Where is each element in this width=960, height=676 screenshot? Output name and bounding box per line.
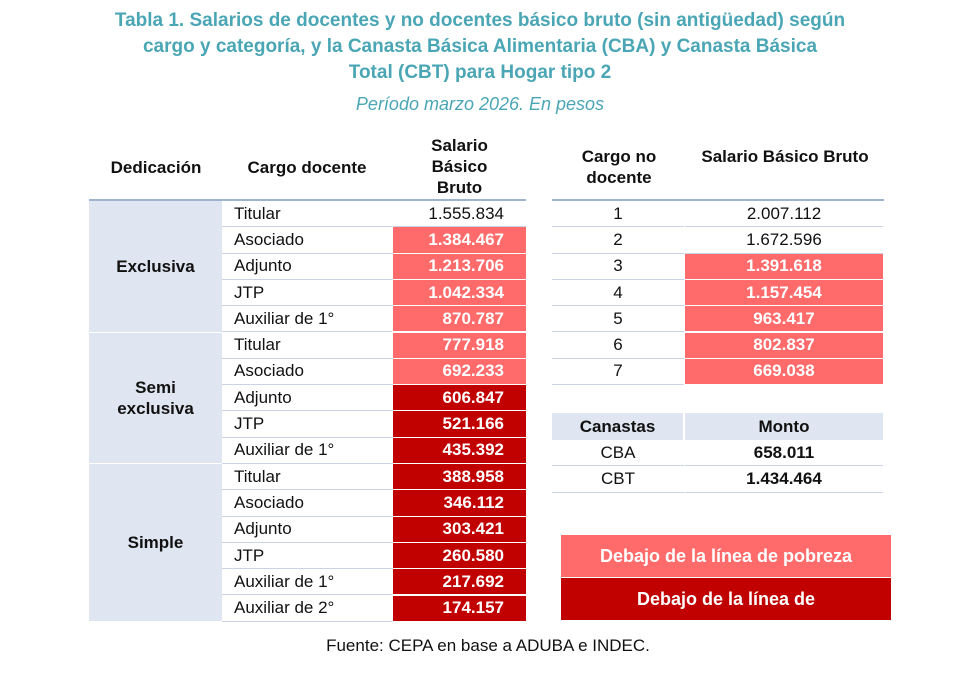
- title-line-1: Tabla 1. Salarios de docentes y no docen…: [114, 10, 846, 31]
- header-cargo-docente: Cargo docente: [247, 158, 367, 177]
- salario-no-docente-cell: 669.038: [685, 358, 883, 386]
- dedicacion-cell: Simple: [89, 464, 222, 622]
- cargo-docente-cell: Titular: [222, 201, 392, 228]
- canasta-monto-cell: 658.011: [685, 440, 883, 467]
- salario-docente-cell: 1.555.834: [393, 201, 526, 228]
- cargo-docente-cell: JTP: [222, 542, 392, 570]
- cargo-docente-cell: Asociado: [222, 227, 392, 254]
- cargo-docente-cell: Adjunto: [222, 253, 392, 280]
- cargo-docente-cell: Auxiliar de 1°: [222, 569, 392, 596]
- salario-docente-cell: 217.692: [393, 569, 526, 596]
- cargo-docente-cell: Auxiliar de 1°: [222, 437, 392, 464]
- cargo-no-docente-cell: 3: [552, 253, 684, 280]
- cargo-no-docente-cell: 5: [552, 306, 684, 333]
- cargo-docente-cell: Auxiliar de 2°: [222, 595, 392, 622]
- salario-docente-cell: 606.847: [393, 385, 526, 412]
- header-monto: Monto: [685, 413, 883, 440]
- header-dedicacion: Dedicación: [110, 158, 202, 177]
- cargo-docente-cell: Adjunto: [222, 516, 392, 543]
- cargo-no-docente-cell: 7: [552, 358, 684, 386]
- salario-no-docente-cell: 2.007.112: [685, 201, 883, 228]
- canasta-label-cell: CBA: [552, 440, 684, 467]
- salario-docente-cell: 521.166: [393, 411, 526, 438]
- cargo-docente-cell: Asociado: [222, 490, 392, 517]
- cargo-docente-cell: JTP: [222, 411, 392, 438]
- period-subtitle: Período marzo 2026. En pesos: [355, 94, 605, 114]
- table-title: Tabla 1. Salarios de docentes y no docen…: [0, 8, 960, 86]
- salario-no-docente-cell: 1.157.454: [685, 279, 883, 307]
- salario-docente-cell: 346.112: [393, 490, 526, 517]
- header-salario-no-docente: Salario Básico Bruto: [701, 147, 869, 166]
- header-canastas: Canastas: [552, 413, 684, 440]
- canasta-monto-cell: 1.434.464: [685, 466, 883, 493]
- dedicacion-cell: Semi exclusiva: [89, 332, 222, 464]
- salario-docente-cell: 303.421: [393, 516, 526, 543]
- cargo-docente-cell: JTP: [222, 279, 392, 307]
- salario-docente-cell: 174.157: [393, 595, 526, 622]
- legend-pobreza: Debajo de la línea de pobreza: [561, 535, 891, 577]
- cargo-no-docente-cell: 4: [552, 279, 684, 307]
- salario-docente-cell: 260.580: [393, 542, 526, 570]
- header-rule-no-docentes: [552, 199, 884, 201]
- dedicacion-cell: Exclusiva: [89, 201, 222, 333]
- salario-docente-cell: 435.392: [393, 437, 526, 464]
- header-salario-docente: Salario Básico Bruto: [431, 136, 488, 197]
- canasta-label-cell: CBT: [552, 466, 684, 493]
- salario-no-docente-cell: 963.417: [685, 306, 883, 333]
- title-line-2: cargo y categoría, y la Canasta Básica A…: [142, 36, 818, 57]
- cargo-no-docente-cell: 2: [552, 227, 684, 254]
- cargo-docente-cell: Titular: [222, 332, 392, 359]
- title-line-3: Total (CBT) para Hogar tipo 2: [348, 62, 612, 83]
- salario-docente-cell: 692.233: [393, 358, 526, 386]
- cargo-docente-cell: Titular: [222, 464, 392, 491]
- cargo-docente-cell: Asociado: [222, 358, 392, 386]
- cargo-no-docente-cell: 1: [552, 201, 684, 228]
- cargo-no-docente-cell: 6: [552, 332, 684, 359]
- salario-no-docente-cell: 1.391.618: [685, 253, 883, 280]
- salario-docente-cell: 777.918: [393, 332, 526, 359]
- salario-no-docente-cell: 1.672.596: [685, 227, 883, 254]
- source-note: Fuente: CEPA en base a ADUBA e INDEC.: [326, 636, 650, 655]
- salario-docente-cell: 1.042.334: [393, 279, 526, 307]
- salario-docente-cell: 388.958: [393, 464, 526, 491]
- cargo-docente-cell: Auxiliar de 1°: [222, 306, 392, 333]
- header-cargo-no-docente: Cargo no docente: [581, 147, 657, 187]
- legend-indigencia: Debajo de la línea de: [561, 578, 891, 620]
- cargo-docente-cell: Adjunto: [222, 385, 392, 412]
- salario-no-docente-cell: 802.837: [685, 332, 883, 359]
- header-rule-docentes: [89, 199, 526, 201]
- salario-docente-cell: 1.213.706: [393, 253, 526, 280]
- salario-docente-cell: 870.787: [393, 306, 526, 333]
- salario-docente-cell: 1.384.467: [393, 227, 526, 254]
